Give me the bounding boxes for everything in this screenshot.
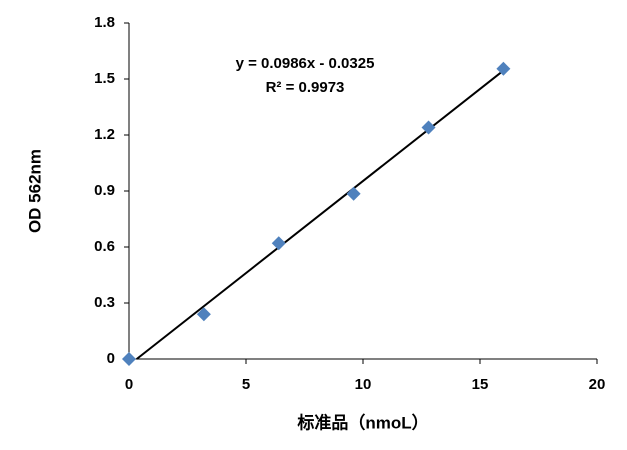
x-tick-label: 20 [589, 376, 606, 393]
point [196, 307, 211, 322]
y-tick-label: 1.8 [94, 14, 115, 31]
r-squared: R² = 0.9973 [266, 79, 345, 96]
x-axis-label: 标准品（nmoL） [297, 412, 428, 432]
point [271, 236, 286, 251]
point [122, 352, 136, 366]
trendline [136, 69, 505, 360]
y-tick-label: 0.3 [94, 294, 115, 311]
x-tick-label: 10 [355, 376, 372, 393]
point [421, 120, 436, 135]
equation: y = 0.0986x - 0.0325 [236, 55, 375, 72]
y-axis-label: OD 562nm [25, 149, 44, 233]
point [346, 186, 361, 201]
y-tick-label: 0 [107, 350, 115, 367]
x-tick-label: 5 [242, 376, 250, 393]
x-tick-label: 0 [125, 376, 133, 393]
y-tick-label: 1.5 [94, 70, 115, 87]
x-tick-label: 15 [472, 376, 489, 393]
y-tick-label: 0.6 [94, 238, 115, 255]
y-tick-label: 0.9 [94, 182, 115, 199]
point [496, 61, 511, 76]
y-tick-label: 1.2 [94, 126, 115, 143]
